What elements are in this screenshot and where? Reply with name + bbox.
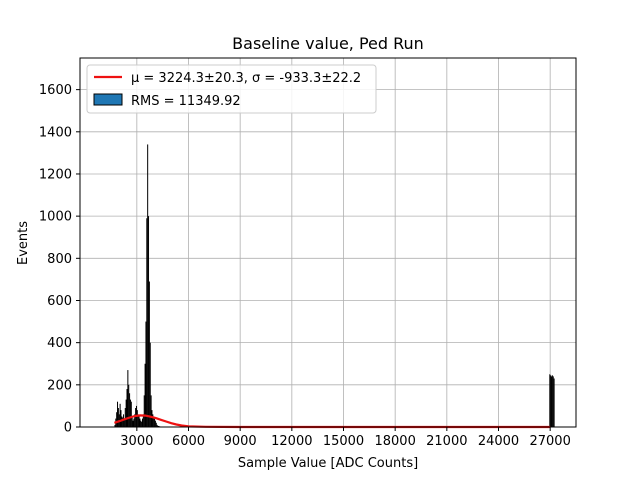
histogram-bars <box>114 144 555 428</box>
y-tick-label: 400 <box>47 336 72 351</box>
histogram-bar <box>550 375 552 427</box>
histogram-bar <box>137 414 139 427</box>
x-axis-ticks: 3000 6000 9000 12000 15000 18000 21000 24000 270… <box>120 427 571 449</box>
fit-curve <box>114 414 551 429</box>
histogram-bar <box>143 395 145 427</box>
histogram-bar <box>155 422 157 427</box>
histogram-bar <box>151 410 153 427</box>
histogram-bar <box>114 424 116 427</box>
histogram-bar <box>124 408 126 427</box>
histogram-bar <box>142 414 144 427</box>
legend-hist-label: RMS = 11349.92 <box>131 94 241 109</box>
y-tick-label: 0 <box>64 421 72 436</box>
histogram-bar <box>551 375 553 427</box>
histogram-bar <box>157 425 159 427</box>
histogram-bar <box>150 395 152 427</box>
histogram-bar <box>148 216 150 427</box>
histogram-bar <box>130 401 132 427</box>
histogram-bar <box>129 399 131 427</box>
histogram-bar <box>140 420 142 427</box>
legend-box <box>86 64 377 114</box>
histogram-bar <box>139 418 141 427</box>
histogram-bar <box>128 384 130 427</box>
x-axis-label: Sample Value [ADC Counts] <box>238 456 418 471</box>
y-tick-label: 1400 <box>39 125 72 140</box>
y-tick-label: 200 <box>47 378 72 393</box>
histogram-bar <box>144 363 146 427</box>
histogram-bar <box>117 408 119 427</box>
y-tick-label: 1000 <box>39 210 72 225</box>
histogram-bar <box>133 418 135 427</box>
histogram-bar <box>549 374 551 427</box>
histogram-bar <box>131 416 133 427</box>
histogram-bar <box>141 421 143 427</box>
y-tick-label: 1200 <box>39 167 72 182</box>
histogram-bar <box>129 393 131 427</box>
histogram-bar <box>145 321 147 427</box>
legend-fit-label: μ = 3224.3±20.3, σ = -933.3±22.2 <box>131 71 361 86</box>
histogram-bar <box>126 389 128 427</box>
x-tick-label: 3000 <box>120 434 153 449</box>
y-tick-label: 600 <box>47 294 72 309</box>
histogram-bar <box>146 218 148 427</box>
histogram-bar <box>132 420 134 427</box>
histogram-bar <box>142 418 143 427</box>
y-tick-label: 1600 <box>39 83 72 98</box>
histogram-bar <box>117 401 119 427</box>
histogram-bar <box>158 425 160 427</box>
histogram-bar <box>127 370 129 427</box>
x-tick-label: 9000 <box>224 434 257 449</box>
histogram-bar <box>153 416 155 427</box>
x-tick-label: 18000 <box>374 434 415 449</box>
x-tick-label: 15000 <box>323 434 364 449</box>
histogram-bar <box>551 376 553 427</box>
legend: μ = 3224.3±20.3, σ = -933.3±22.2 RMS = 1… <box>86 64 377 114</box>
histogram-bar <box>134 414 136 427</box>
legend-hist-swatch <box>93 93 123 106</box>
x-tick-label: 6000 <box>172 434 205 449</box>
histogram-bar <box>553 378 555 427</box>
chart-title: Baseline value, Ped Run <box>232 34 424 53</box>
y-axis-label: Events <box>16 221 31 265</box>
histogram-bar <box>154 420 156 427</box>
histogram-bar <box>149 342 151 427</box>
histogram-bar <box>147 144 149 428</box>
histogram-bar <box>138 416 140 427</box>
histogram-bar <box>123 418 125 427</box>
plot-frame <box>79 57 577 428</box>
histogram-bar <box>135 408 137 427</box>
y-tick-label: 800 <box>47 252 72 267</box>
y-axis-ticks: 0 200 400 600 800 1000 1200 1400 1600 <box>39 83 80 436</box>
x-tick-label: 27000 <box>529 434 570 449</box>
histogram-bar <box>136 410 138 427</box>
histogram-bar <box>122 417 124 427</box>
histogram-bar <box>148 281 150 427</box>
fit-curve-group <box>114 414 551 429</box>
histogram-bar <box>154 418 156 427</box>
histogram-bar <box>116 412 118 427</box>
histogram-bar <box>152 414 154 427</box>
x-tick-label: 24000 <box>478 434 519 449</box>
histogram-bar <box>119 403 121 427</box>
histogram-bar <box>121 416 123 427</box>
histogram-bar <box>552 376 554 427</box>
histogram-bar <box>156 424 158 427</box>
histogram-bar <box>120 410 122 427</box>
histogram-bar <box>125 399 127 427</box>
x-tick-label: 21000 <box>426 434 467 449</box>
x-tick-label: 12000 <box>271 434 312 449</box>
